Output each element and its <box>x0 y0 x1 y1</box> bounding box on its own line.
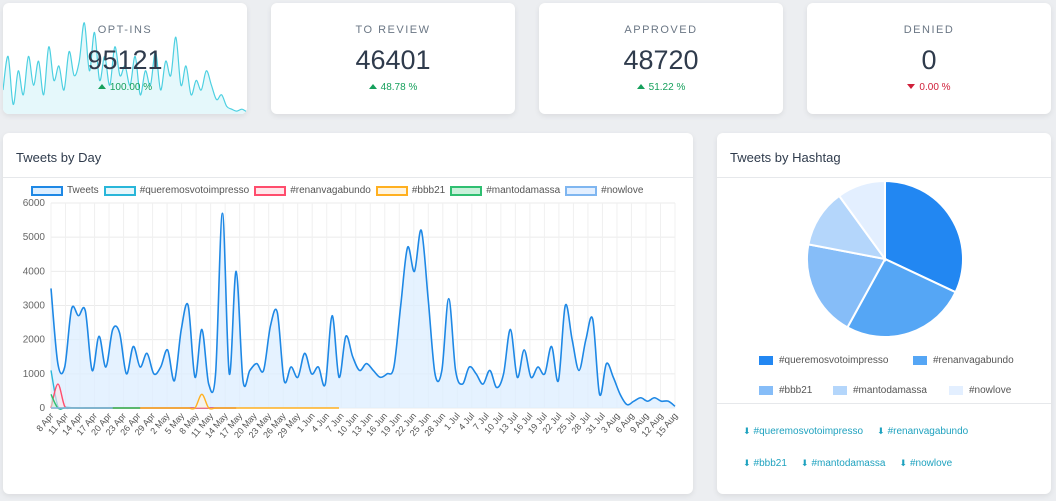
y-tick-label: 1000 <box>23 369 46 380</box>
download-icon: ⬇ <box>743 426 751 436</box>
hashtag-pie-chart <box>806 179 964 338</box>
download-link[interactable]: ⬇ #queremosvotoimpresso <box>743 426 863 437</box>
legend-swatch <box>833 386 847 395</box>
download-link[interactable]: ⬇ #mantodamassa <box>801 458 885 469</box>
pie-legend-item[interactable]: #bbb21 <box>759 385 812 396</box>
opt-ins-sparkline <box>3 22 247 114</box>
legend-swatch <box>450 185 483 196</box>
legend-label: #nowlove <box>969 385 1012 396</box>
stat-change: 48.78 % <box>271 82 515 93</box>
stat-change: 0.00 % <box>807 82 1051 93</box>
chart-legend: Tweets #queremosvotoimpresso #renanvagabun… <box>31 185 648 196</box>
divider <box>717 403 1051 404</box>
stat-label: DENIED <box>903 24 955 36</box>
opt-ins-card: OPT-INS 95121 100.00 % <box>3 3 247 114</box>
pie-legend-item[interactable]: #mantodamassa <box>833 385 927 396</box>
download-icon: ⬇ <box>743 458 751 468</box>
stat-change: 51.22 % <box>539 82 783 93</box>
legend-label: #bbb21 <box>411 185 446 196</box>
sparkline-line <box>3 22 247 113</box>
card-title: Tweets by Hashtag <box>717 133 1051 178</box>
legend-label: #queremosvotoimpresso <box>139 185 250 196</box>
approved-card: APPROVED 48720 51.22 % <box>539 3 783 114</box>
legend-swatch <box>254 185 287 196</box>
legend-label: #renanvagabundo <box>933 355 1014 366</box>
tweets-by-hashtag-card: Tweets by Hashtag #queremosvotoimpresso #… <box>717 133 1051 494</box>
denied-card: DENIED 0 0.00 % <box>807 3 1051 114</box>
download-label: #bbb21 <box>753 458 787 469</box>
stat-value: 95121 <box>87 45 163 75</box>
pie-legend-item[interactable]: #renanvagabundo <box>913 355 1014 366</box>
legend-item[interactable]: #renanvagabundo <box>254 185 371 196</box>
stat-change-text: 51.22 % <box>648 82 686 93</box>
stat-value: 48720 <box>623 45 699 75</box>
y-tick-label: 6000 <box>23 198 46 209</box>
y-tick-label: 5000 <box>23 232 46 243</box>
arrow-up-icon <box>636 84 645 89</box>
pie-slice[interactable] <box>884 179 964 294</box>
series-area <box>51 213 675 408</box>
legend-label: #bbb21 <box>779 385 813 396</box>
legend-item[interactable]: #mantodamassa <box>450 185 560 196</box>
stat-value: 46401 <box>355 45 431 75</box>
legend-label: #mantodamassa <box>486 185 561 196</box>
y-tick-label: 4000 <box>23 266 46 277</box>
stat-label: OPT-INS <box>97 24 153 36</box>
sparkline-area <box>3 22 247 114</box>
legend-item[interactable]: #queremosvotoimpresso <box>103 185 250 196</box>
series-line <box>50 212 676 407</box>
legend-label: #renanvagabundo <box>290 185 371 196</box>
legend-item[interactable]: #bbb21 <box>375 185 446 196</box>
download-row: ⬇ #queremosvotoimpresso ⬇ #renanvagabundo <box>743 426 982 437</box>
arrow-up-icon <box>368 84 377 89</box>
download-label: #renanvagabundo <box>887 426 969 437</box>
stat-change-text: 48.78 % <box>380 82 418 93</box>
y-tick-label: 0 <box>39 403 45 414</box>
legend-swatch <box>949 386 963 395</box>
download-icon: ⬇ <box>877 426 885 436</box>
legend-item[interactable]: Tweets <box>31 185 99 196</box>
stat-change-text: 0.00 % <box>919 82 951 93</box>
stat-value: 0 <box>921 45 937 75</box>
y-tick-label: 2000 <box>23 335 46 346</box>
download-link[interactable]: ⬇ #bbb21 <box>743 458 787 469</box>
legend-label: #nowlove <box>601 185 644 196</box>
stat-change-text: 100.00 % <box>109 82 153 93</box>
pie-legend-item[interactable]: #nowlove <box>949 385 1011 396</box>
stat-change: 100.00 % <box>3 82 247 93</box>
legend-label: #queremosvotoimpresso <box>779 355 889 366</box>
legend-swatch <box>913 356 927 365</box>
tweets-by-day-card: Tweets by Day Tweets #queremosvotoimpress… <box>3 133 693 494</box>
stat-label: APPROVED <box>624 24 698 36</box>
legend-item[interactable]: #nowlove <box>565 185 643 196</box>
legend-swatch <box>565 185 598 196</box>
legend-swatch <box>375 185 408 196</box>
download-label: #queremosvotoimpresso <box>753 426 864 437</box>
download-icon: ⬇ <box>899 458 907 468</box>
legend-swatch <box>31 185 63 196</box>
download-row: ⬇ #bbb21 ⬇ #mantodamassa ⬇ #nowlove <box>743 458 966 469</box>
pie-slice[interactable] <box>806 243 887 329</box>
download-label: #mantodamassa <box>811 458 886 469</box>
download-link[interactable]: ⬇ #nowlove <box>899 458 952 469</box>
y-tick-label: 3000 <box>23 301 46 312</box>
legend-swatch <box>759 356 773 365</box>
pie-slice[interactable] <box>837 179 886 263</box>
to-review-card: TO REVIEW 46401 48.78 % <box>271 3 515 114</box>
legend-swatch <box>103 185 136 196</box>
download-icon: ⬇ <box>800 458 809 468</box>
pie-legend-item[interactable]: #queremosvotoimpresso <box>759 355 889 366</box>
card-title: Tweets by Day <box>3 133 693 178</box>
legend-swatch <box>759 386 773 395</box>
download-label: #nowlove <box>909 458 953 469</box>
stat-label: TO REVIEW <box>355 24 431 36</box>
arrow-down-icon <box>907 84 916 89</box>
download-link[interactable]: ⬇ #renanvagabundo <box>877 426 968 437</box>
legend-label: Tweets <box>67 185 99 196</box>
legend-label: #mantodamassa <box>853 385 927 396</box>
arrow-up-icon <box>97 84 106 89</box>
